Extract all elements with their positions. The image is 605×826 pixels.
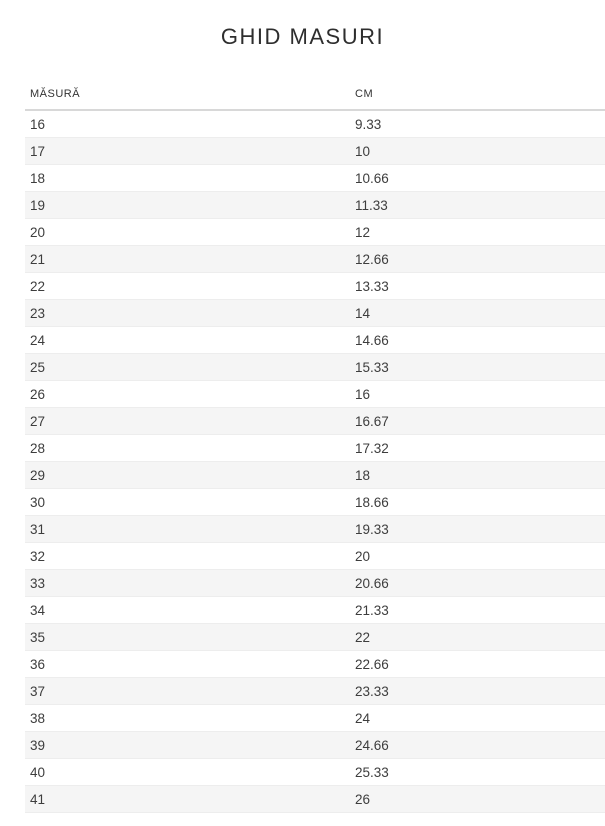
table-row: 28 17.32 [25,434,605,462]
size-guide-table: MĂSURĂ CM 16 9.33 17 10 18 10.66 19 11.33 20 12 21… [25,88,605,813]
size-cell: 29 [25,461,350,489]
header-row: MĂSURĂ CM [25,88,605,111]
cm-cell: 23.33 [350,677,605,705]
cm-cell: 14 [350,299,605,327]
cm-cell: 19.33 [350,515,605,543]
table-row: 22 13.33 [25,272,605,300]
table-header: MĂSURĂ CM [25,88,605,111]
size-cell: 38 [25,704,350,732]
size-cell: 20 [25,218,350,246]
cm-cell: 13.33 [350,272,605,300]
table-row: 29 18 [25,461,605,489]
size-cell: 24 [25,326,350,354]
cm-cell: 24 [350,704,605,732]
header-cm: CM [350,88,605,111]
cm-cell: 12 [350,218,605,246]
cm-cell: 25.33 [350,758,605,786]
size-cell: 23 [25,299,350,327]
size-cell: 33 [25,569,350,597]
table-row: 38 24 [25,704,605,732]
size-cell: 31 [25,515,350,543]
table-row: 23 14 [25,299,605,327]
table-row: 32 20 [25,542,605,570]
table-row: 17 10 [25,137,605,165]
cm-cell: 11.33 [350,191,605,219]
cm-cell: 18 [350,461,605,489]
cm-cell: 22.66 [350,650,605,678]
table-row: 35 22 [25,623,605,651]
table-row: 31 19.33 [25,515,605,543]
cm-cell: 10.66 [350,164,605,192]
cm-cell: 12.66 [350,245,605,273]
cm-cell: 9.33 [350,110,605,138]
cm-cell: 15.33 [350,353,605,381]
table-row: 18 10.66 [25,164,605,192]
table-row: 16 9.33 [25,110,605,138]
cm-cell: 21.33 [350,596,605,624]
table-body: 16 9.33 17 10 18 10.66 19 11.33 20 12 21 12.66 22 13.… [25,110,605,813]
size-cell: 18 [25,164,350,192]
size-cell: 26 [25,380,350,408]
size-cell: 37 [25,677,350,705]
cm-cell: 17.32 [350,434,605,462]
size-cell: 25 [25,353,350,381]
size-cell: 17 [25,137,350,165]
size-cell: 21 [25,245,350,273]
table-row: 33 20.66 [25,569,605,597]
cm-cell: 10 [350,137,605,165]
cm-cell: 14.66 [350,326,605,354]
cm-cell: 18.66 [350,488,605,516]
table-row: 19 11.33 [25,191,605,219]
cm-cell: 26 [350,785,605,813]
cm-cell: 22 [350,623,605,651]
header-masura: MĂSURĂ [25,88,350,111]
table-row: 21 12.66 [25,245,605,273]
table-row: 24 14.66 [25,326,605,354]
table-row: 30 18.66 [25,488,605,516]
size-cell: 39 [25,731,350,759]
size-cell: 32 [25,542,350,570]
table-row: 40 25.33 [25,758,605,786]
size-cell: 16 [25,110,350,138]
table-row: 34 21.33 [25,596,605,624]
size-cell: 27 [25,407,350,435]
cm-cell: 20.66 [350,569,605,597]
cm-cell: 16.67 [350,407,605,435]
table-row: 39 24.66 [25,731,605,759]
table-row: 37 23.33 [25,677,605,705]
page-title: GHID MASURI [220,24,385,49]
size-cell: 22 [25,272,350,300]
size-cell: 36 [25,650,350,678]
table-row: 20 12 [25,218,605,246]
table-row: 25 15.33 [25,353,605,381]
table-row: 27 16.67 [25,407,605,435]
size-cell: 19 [25,191,350,219]
size-cell: 34 [25,596,350,624]
size-cell: 41 [25,785,350,813]
table-row: 36 22.66 [25,650,605,678]
size-cell: 35 [25,623,350,651]
cm-cell: 16 [350,380,605,408]
table-row: 26 16 [25,380,605,408]
size-cell: 30 [25,488,350,516]
size-cell: 40 [25,758,350,786]
cm-cell: 20 [350,542,605,570]
cm-cell: 24.66 [350,731,605,759]
table-row: 41 26 [25,785,605,813]
size-cell: 28 [25,434,350,462]
